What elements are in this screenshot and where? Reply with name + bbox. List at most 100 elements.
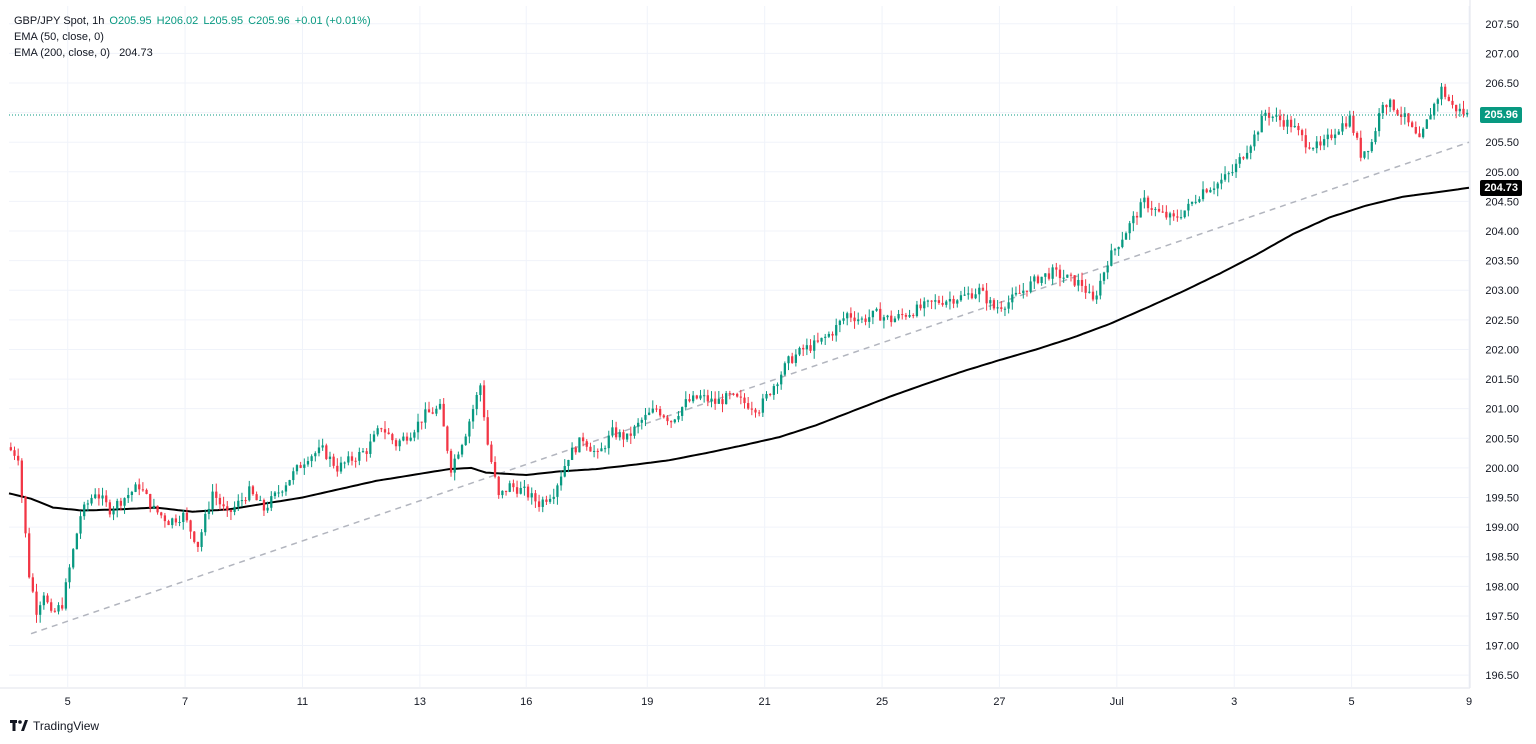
candle-body (736, 393, 739, 397)
candle-body (497, 476, 500, 496)
candle-body (218, 497, 222, 505)
candle-body (794, 354, 797, 363)
candle-body (1091, 291, 1095, 300)
candle-body (956, 300, 959, 304)
candle-body (728, 393, 731, 395)
x-tick-label: 3 (1231, 696, 1237, 708)
candle-body (567, 459, 570, 467)
candle-body (882, 317, 886, 321)
ema200-line (8, 186, 1470, 513)
legend-ema50-label: EMA (50, close, 0) (14, 31, 104, 43)
candle-body (1029, 281, 1032, 292)
legend-timeframe[interactable]: 1h (92, 15, 105, 27)
candle-body (714, 398, 717, 404)
candle-body (79, 516, 82, 534)
candle-body (574, 447, 577, 453)
candle-body (1425, 119, 1428, 129)
candle-body (204, 513, 207, 533)
candle-body (908, 315, 911, 317)
candle-body (552, 496, 555, 499)
candle-body (68, 567, 71, 583)
candle-body (625, 433, 629, 440)
candle-body (424, 409, 427, 423)
candle-body (526, 486, 530, 498)
candle-body (871, 310, 875, 318)
candle-body (233, 506, 236, 512)
candle-body (28, 533, 31, 578)
candle-body (1007, 302, 1010, 309)
y-tick-label: 205.50 (1485, 137, 1519, 149)
candle-body (1341, 123, 1344, 132)
legend-low: L205.95 (203, 15, 244, 27)
x-tick-label: 21 (759, 696, 771, 708)
candle-body (72, 549, 75, 568)
candle-body (827, 333, 831, 337)
candle-body (699, 395, 702, 399)
candle-body (589, 446, 592, 452)
candle-body (655, 408, 658, 410)
candle-body (706, 395, 709, 402)
candle-body (141, 489, 145, 491)
candle-body (1286, 119, 1289, 127)
candle-body (1139, 202, 1142, 218)
candle-body (248, 486, 251, 501)
candle-body (1018, 292, 1021, 294)
legend-ema50-row[interactable]: EMA (50, close, 0) (14, 29, 371, 45)
candle-body (603, 448, 607, 450)
candle-body (930, 300, 933, 302)
candle-body (299, 465, 302, 468)
candle-body (101, 495, 104, 499)
candle-body (1352, 115, 1355, 133)
candle-body (75, 533, 79, 550)
candle-body (1256, 132, 1260, 135)
candle-body (281, 491, 284, 493)
candle-body (46, 595, 49, 603)
candle-body (1231, 172, 1234, 174)
candle-body (1003, 308, 1007, 310)
candle-body (244, 500, 247, 502)
candle-body (171, 518, 174, 526)
candle-body (633, 426, 636, 436)
candle-body (519, 487, 522, 494)
candle-body (1451, 100, 1454, 105)
candle-body (934, 300, 937, 302)
candle-body (996, 307, 999, 309)
candle-body (90, 498, 93, 504)
legend-symbol[interactable]: GBP/JPY Spot (14, 15, 86, 27)
y-tick-label: 200.00 (1485, 463, 1519, 475)
candle-body (1344, 123, 1348, 127)
candle-body (1245, 152, 1249, 159)
tradingview-brand[interactable]: TradingView (10, 719, 99, 733)
candle-body (108, 502, 112, 515)
candle-body (163, 515, 167, 522)
candle-body (391, 434, 394, 441)
x-tick-label: 11 (297, 696, 308, 708)
candle-body (482, 385, 486, 418)
candle-body (592, 450, 596, 452)
y-tick-label: 196.50 (1485, 670, 1519, 682)
candle-body (501, 490, 504, 496)
y-tick-label: 203.50 (1485, 256, 1519, 268)
candle-body (981, 287, 985, 291)
candle-body (156, 505, 159, 513)
y-tick-label: 202.50 (1485, 315, 1519, 327)
candle-body (1150, 208, 1153, 210)
candle-body (97, 494, 101, 499)
candle-body (534, 493, 537, 502)
y-tick-label: 199.50 (1485, 493, 1519, 505)
candle-body (1124, 233, 1128, 240)
candle-body (959, 295, 963, 301)
candle-body (578, 437, 581, 453)
candle-body (747, 403, 750, 409)
legend-ema200-value: 204.73 (119, 47, 153, 59)
candle-body (952, 298, 955, 304)
legend-ema200-row[interactable]: EMA (200, close, 0) 204.73 (14, 45, 371, 61)
candle-body (937, 300, 941, 303)
candle-body (405, 436, 409, 441)
ema200-group (8, 186, 1470, 513)
tradingview-logo-icon (10, 720, 28, 732)
candle-body (420, 421, 423, 423)
candle-body (1242, 157, 1245, 159)
candle-body (750, 408, 753, 410)
